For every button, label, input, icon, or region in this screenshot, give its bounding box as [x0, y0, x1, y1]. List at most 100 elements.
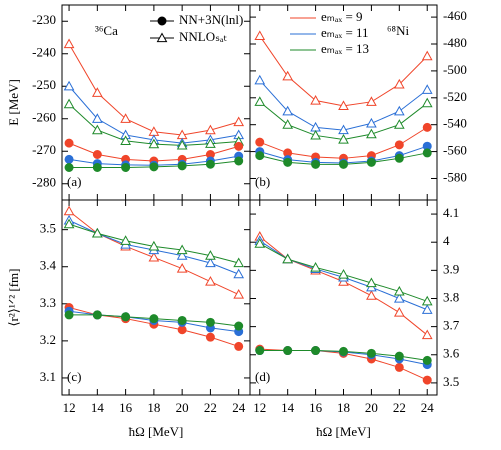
y-tick-label: -520: [443, 89, 467, 104]
marker: [393, 307, 405, 317]
x-tick-label: 22: [393, 400, 406, 415]
marker: [63, 80, 75, 91]
marker: [393, 78, 405, 89]
marker: [120, 135, 131, 145]
y-axis-label: E [MeV]: [6, 79, 21, 126]
y-tick-label: -250: [32, 77, 56, 92]
marker: [92, 310, 102, 320]
y-tick-label: -260: [32, 110, 56, 125]
marker: [254, 96, 266, 106]
marker: [366, 348, 376, 358]
marker: [339, 159, 348, 169]
nucleus-label: ⁶⁸Ni: [387, 23, 409, 38]
legend-label: eₘₐₓ = 11: [321, 25, 369, 40]
marker: [205, 276, 216, 286]
marker: [311, 159, 321, 169]
marker: [121, 312, 131, 322]
x-tick-label: 20: [176, 400, 189, 415]
y-tick-label: -560: [443, 143, 467, 158]
marker: [422, 148, 432, 158]
marker: [366, 157, 376, 167]
marker: [176, 244, 188, 255]
marker: [176, 139, 188, 150]
marker: [338, 133, 349, 144]
marker: [205, 250, 216, 260]
y-tick-label: 4: [443, 233, 450, 248]
legend-label: eₘₐₓ = 9: [321, 9, 363, 24]
marker: [92, 163, 102, 172]
marker: [63, 38, 75, 49]
marker: [148, 126, 160, 136]
y-tick-label: 3.4: [40, 258, 57, 273]
marker: [177, 161, 187, 171]
marker: [234, 141, 244, 151]
marker: [233, 289, 245, 299]
marker: [157, 16, 167, 26]
y-tick-label: 3.6: [443, 346, 460, 361]
y-tick-label: 4.1: [443, 205, 459, 220]
marker: [393, 105, 405, 116]
marker: [310, 121, 321, 132]
marker: [366, 277, 377, 288]
y-tick-label: 3.3: [40, 295, 56, 310]
marker: [234, 321, 244, 331]
marker: [283, 157, 293, 167]
x-axis-label: ħΩ [MeV]: [129, 424, 184, 439]
marker: [394, 140, 404, 150]
y-tick-label: -270: [32, 142, 56, 157]
marker: [422, 375, 432, 385]
marker: [63, 205, 75, 216]
marker: [393, 285, 405, 296]
x-tick-label: 18: [147, 400, 160, 415]
marker: [64, 154, 74, 164]
marker: [282, 253, 294, 264]
marker: [255, 151, 265, 161]
marker: [148, 251, 160, 262]
marker: [64, 138, 74, 148]
marker: [205, 138, 216, 148]
x-tick-label: 20: [365, 400, 378, 415]
marker: [64, 310, 74, 320]
marker: [422, 122, 432, 132]
marker: [91, 87, 103, 97]
x-tick-label: 14: [281, 400, 295, 415]
y-tick-label: -580: [443, 169, 467, 184]
marker: [91, 113, 103, 123]
marker: [338, 100, 349, 110]
marker: [255, 346, 265, 356]
x-axis-label: ħΩ [MeV]: [316, 424, 371, 439]
panel-label: (a): [67, 174, 81, 189]
marker: [205, 317, 215, 327]
marker: [282, 119, 294, 129]
marker: [311, 346, 321, 356]
marker: [176, 263, 188, 273]
marker: [91, 124, 103, 135]
marker: [393, 119, 405, 129]
marker: [205, 257, 216, 268]
y-tick-label: -230: [32, 12, 56, 27]
marker: [421, 97, 433, 108]
marker: [254, 30, 266, 41]
plot-frame: [249, 199, 438, 396]
marker: [234, 156, 244, 166]
legend-label: NN+3N(lnl): [179, 12, 243, 27]
plot-frame: [61, 199, 251, 396]
panel-label: (b): [255, 174, 270, 189]
marker: [148, 240, 160, 251]
marker: [205, 332, 215, 342]
marker: [149, 162, 159, 172]
marker: [421, 50, 433, 61]
marker: [421, 304, 433, 314]
marker: [120, 235, 131, 245]
marker: [366, 290, 377, 300]
y-tick-label: 3.2: [40, 332, 56, 347]
y-tick-label: 3.5: [40, 221, 56, 236]
marker: [338, 124, 349, 135]
marker: [149, 314, 159, 324]
marker: [91, 227, 103, 238]
marker: [234, 341, 244, 351]
x-tick-label: 22: [204, 400, 217, 415]
marker: [283, 346, 293, 356]
x-tick-label: 12: [63, 400, 76, 415]
